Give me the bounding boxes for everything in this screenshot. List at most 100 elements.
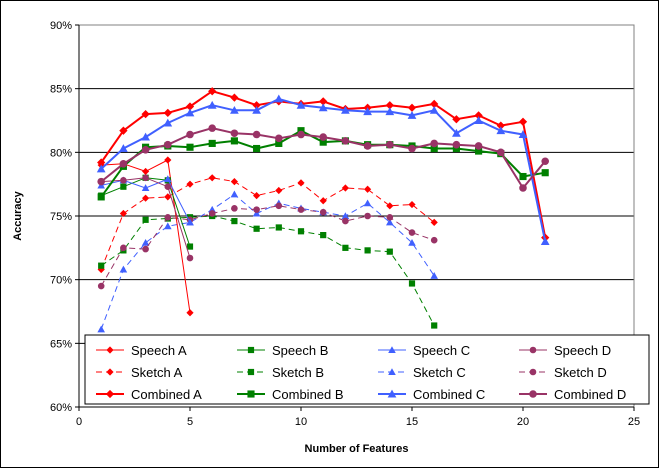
sketch-d-point bbox=[364, 212, 371, 220]
sketch-c-point bbox=[119, 265, 128, 273]
legend-entry-speech-d: Speech D bbox=[519, 343, 611, 358]
y-tick-label: 85% bbox=[50, 84, 72, 96]
sketch-a-point bbox=[230, 178, 238, 186]
y-tick-label: 75% bbox=[50, 211, 72, 223]
legend-swatch-marker bbox=[106, 368, 114, 376]
sketch-d-point bbox=[164, 213, 172, 221]
sketch-b-point bbox=[320, 232, 327, 239]
legend-entry-combined-a: Combined A bbox=[96, 387, 202, 402]
sketch-a-point bbox=[430, 218, 438, 226]
sketch-d-line bbox=[100, 205, 435, 287]
combined-b-point bbox=[275, 139, 283, 147]
combined-d-point bbox=[408, 144, 416, 153]
sketch-d-point bbox=[231, 205, 238, 212]
sketch-a-point bbox=[408, 200, 416, 209]
legend-entry-combined-b: Combined B bbox=[237, 387, 344, 402]
combined-a-point bbox=[518, 117, 528, 126]
sketch-a-point bbox=[386, 202, 394, 210]
combined-b-point bbox=[519, 172, 527, 181]
sketch-b-point bbox=[253, 225, 260, 232]
sketch-a-point bbox=[119, 209, 127, 218]
combined-c-point bbox=[96, 164, 106, 173]
sketch-a-point bbox=[297, 179, 305, 187]
combined-a-point bbox=[185, 102, 195, 111]
speech-a-point bbox=[186, 309, 194, 317]
combined-a-point bbox=[474, 111, 483, 120]
sketch-d-point bbox=[97, 282, 105, 290]
legend-label: Speech D bbox=[554, 343, 611, 358]
combined-b-point bbox=[297, 127, 305, 135]
legend-entry-speech-b: Speech B bbox=[237, 343, 328, 358]
combined-c-point bbox=[341, 105, 350, 114]
combined-c-point bbox=[518, 130, 528, 139]
data-series bbox=[96, 87, 550, 333]
sketch-a-point bbox=[364, 185, 372, 193]
combined-a-point bbox=[141, 109, 150, 119]
legend-swatch-marker bbox=[388, 346, 396, 354]
axes: 60% 65% 70% 75% 80% 85% 90% 0 5 10 15 20 25 bbox=[50, 20, 640, 428]
sketch-c-point bbox=[97, 325, 105, 333]
speech-c-point bbox=[164, 175, 172, 183]
legend-box bbox=[84, 334, 650, 405]
sketch-c-series bbox=[97, 190, 438, 333]
speech-c-point bbox=[186, 218, 194, 226]
sketch-c-point bbox=[230, 190, 239, 198]
sketch-d-point bbox=[342, 217, 349, 225]
sketch-c-point bbox=[341, 212, 350, 220]
legend-entry-speech-a: Speech A bbox=[96, 343, 187, 358]
combined-d-point bbox=[164, 140, 172, 149]
combined-d-point bbox=[119, 159, 128, 168]
legend-label: Combined B bbox=[272, 387, 344, 402]
combined-d-point bbox=[363, 142, 372, 150]
combined-a-point bbox=[208, 87, 217, 96]
combined-b-point bbox=[541, 169, 549, 177]
combined-c-point bbox=[274, 94, 284, 103]
legend-label: Speech A bbox=[131, 343, 187, 358]
combined-d-point bbox=[541, 157, 549, 166]
sketch-c-point bbox=[408, 238, 416, 246]
combined-a-point bbox=[230, 93, 239, 102]
legend-entry-combined-d: Combined D bbox=[519, 387, 626, 402]
legend-label: Combined A bbox=[131, 387, 202, 402]
sketch-c-point bbox=[386, 218, 394, 226]
sketch-a-point bbox=[253, 192, 261, 200]
speech-a-point bbox=[164, 156, 172, 164]
sketch-c-line bbox=[100, 193, 435, 330]
legend-label: Sketch B bbox=[272, 365, 324, 380]
x-tick-label: 0 bbox=[76, 416, 82, 428]
combined-c-point bbox=[474, 116, 483, 124]
combined-d-point bbox=[252, 130, 261, 139]
combined-c-point bbox=[119, 144, 128, 153]
combined-c-series bbox=[96, 94, 550, 245]
legend-label: Sketch C bbox=[413, 365, 466, 380]
legend-swatch-marker bbox=[106, 346, 114, 354]
sketch-a-point bbox=[208, 174, 216, 182]
sketch-b-point bbox=[231, 217, 238, 225]
legend-swatch-marker bbox=[247, 368, 255, 376]
combined-a-point bbox=[430, 99, 439, 109]
sketch-d-point bbox=[142, 245, 149, 253]
x-tick-label: 5 bbox=[187, 416, 193, 428]
sketch-a-point bbox=[319, 197, 327, 205]
sketch-a-point bbox=[164, 193, 172, 201]
speech-d-point bbox=[164, 183, 172, 191]
sketch-b-point bbox=[297, 228, 305, 235]
y-tick-label: 80% bbox=[50, 147, 72, 159]
combined-d-series bbox=[97, 124, 549, 192]
combined-d-point bbox=[186, 130, 194, 139]
sketch-a-line bbox=[100, 177, 435, 270]
y-tick-label: 70% bbox=[50, 275, 72, 287]
combined-c-point bbox=[429, 105, 439, 114]
combined-d-point bbox=[452, 140, 461, 149]
combined-d-point bbox=[497, 148, 505, 157]
legend-entry-combined-c: Combined C bbox=[378, 387, 485, 402]
sketch-d-series bbox=[97, 202, 438, 290]
sketch-c-point bbox=[363, 199, 372, 207]
legend: Speech A Speech B Speech C Speech D Sketch A… bbox=[84, 334, 650, 405]
sketch-b-point bbox=[275, 224, 282, 231]
sketch-d-point bbox=[430, 236, 438, 244]
combined-c-point bbox=[496, 126, 506, 135]
speech-c-point bbox=[141, 184, 150, 192]
sketch-d-point bbox=[386, 213, 394, 221]
